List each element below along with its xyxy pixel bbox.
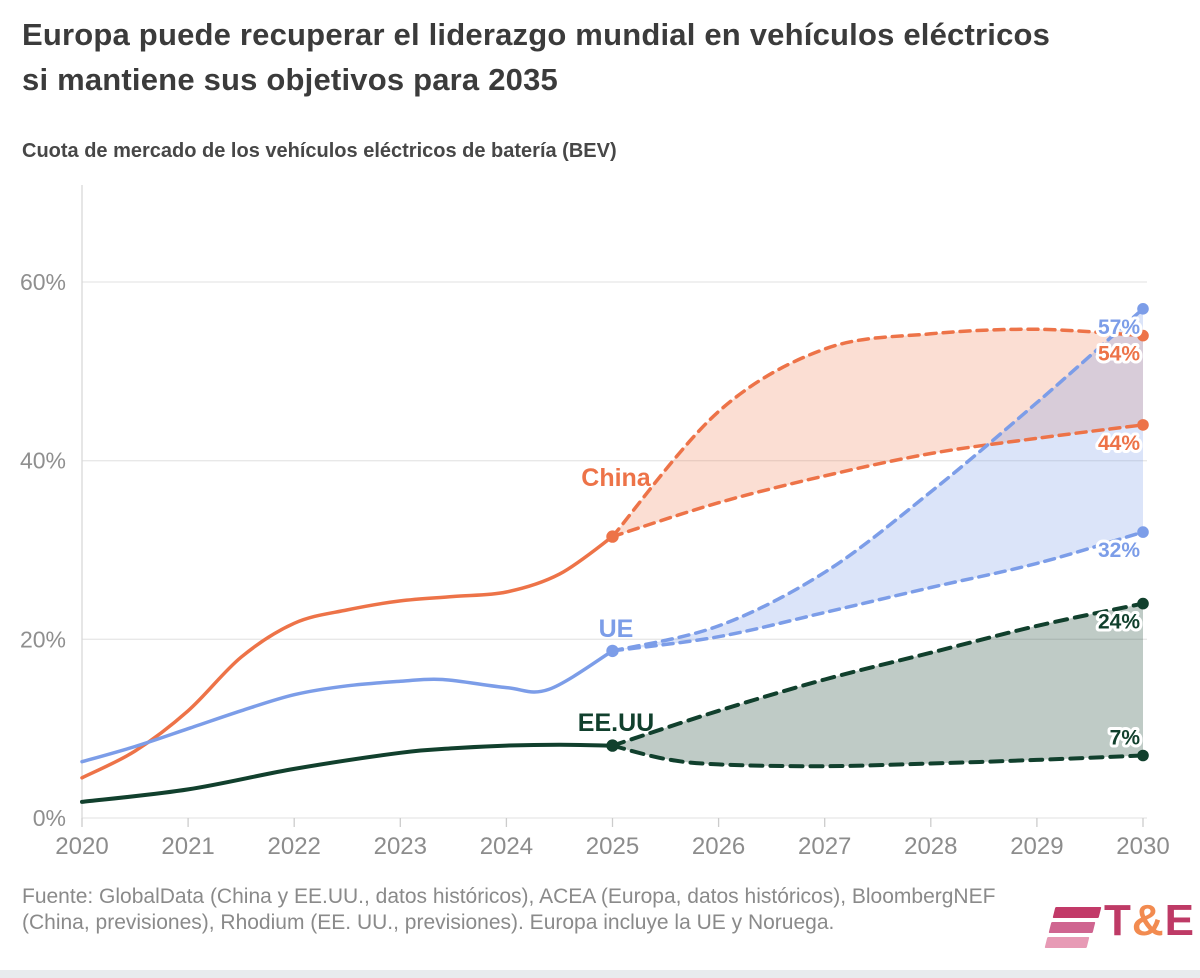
x-axis-label-2020: 2020 xyxy=(55,833,108,860)
ue-forecast-band xyxy=(612,308,1143,651)
x-axis-label-2030: 2030 xyxy=(1116,833,1169,860)
china-forecast-band xyxy=(612,329,1143,537)
bev-market-share-chart: 0%20%40%60%2020 2021 2022 2023 2024 2025 2026 2… xyxy=(20,185,1170,860)
y-axis-label-40%: 40% xyxy=(20,448,66,474)
eeuu-historical-line xyxy=(80,742,615,804)
end-label-7%: 7% xyxy=(1110,727,1141,750)
series-label-china: China xyxy=(581,464,652,492)
china-2030-dot-54% xyxy=(1137,329,1149,342)
x-axis-label-2029: 2029 xyxy=(1010,833,1063,860)
x-axis-label-2026: 2026 xyxy=(692,833,745,860)
china-forecast-upper xyxy=(610,327,1145,539)
y-axis-label-0%: 0% xyxy=(33,805,66,831)
end-label-57%: 57% xyxy=(1098,316,1140,339)
series-label-ue: UE xyxy=(599,615,634,643)
eeuu-2030-dot-7% xyxy=(1137,749,1149,762)
x-axis-label-2024: 2024 xyxy=(480,833,533,860)
page-title: Europa puede recuperar el liderazgo mund… xyxy=(22,17,1051,97)
eeuu-2030-dot-24% xyxy=(1137,597,1149,610)
ue-2025-dot xyxy=(606,644,619,658)
ue-forecast-upper xyxy=(610,307,1145,653)
gridlines: 0% 20% 40% 60% xyxy=(20,269,1147,831)
x-axis-label-2022: 2022 xyxy=(268,833,321,860)
logo-letter-e: E xyxy=(1164,896,1196,945)
x-axis-label-2028: 2028 xyxy=(904,833,957,860)
te-logo-stripes-icon xyxy=(1044,907,1102,951)
y-axis-label-60%: 60% xyxy=(20,269,66,295)
end-label-44%: 44% xyxy=(1098,432,1140,455)
ue-historical-line xyxy=(80,649,615,764)
eeuu-forecast-upper xyxy=(610,601,1145,748)
logo-ampersand: & xyxy=(1131,896,1165,945)
china-2025-dot xyxy=(606,530,619,543)
x-axis-label-2023: 2023 xyxy=(374,833,427,860)
x-axis-label-2027: 2027 xyxy=(798,833,851,860)
bottom-divider xyxy=(0,970,1200,978)
chart-subtitle: Cuota de mercado de los vehículos eléctr… xyxy=(22,140,617,162)
ue-2030-dot-32% xyxy=(1137,526,1149,538)
end-label-24%: 24% xyxy=(1098,611,1140,634)
eeuu-forecast-band xyxy=(612,603,1143,767)
x-axis-label-2021: 2021 xyxy=(161,833,214,860)
series-label-eeuu: EE.UU xyxy=(578,709,654,737)
x-axis: 2020 2021 2022 2023 2024 2025 2026 2027 2028 2029… xyxy=(55,818,1170,860)
ue-2030-dot-57% xyxy=(1137,303,1149,315)
te-logo: T&E xyxy=(1044,893,1194,953)
logo-letter-t: T xyxy=(1104,896,1132,945)
eeuu-2025-dot xyxy=(606,739,619,752)
eeuu-forecast-lower xyxy=(610,743,1145,769)
y-axis-label-20%: 20% xyxy=(20,626,66,652)
end-label-32%: 32% xyxy=(1098,539,1140,562)
end-label-54%: 54% xyxy=(1098,343,1140,366)
ue-forecast-lower xyxy=(610,530,1145,653)
china-2030-dot-44% xyxy=(1137,419,1149,431)
source-note: Fuente: GlobalData (China y EE.UU., dato… xyxy=(22,885,996,934)
china-historical-line xyxy=(80,534,615,780)
x-axis-label-2025: 2025 xyxy=(586,833,639,860)
china-forecast-lower xyxy=(610,423,1145,539)
te-logo-text: T&E xyxy=(1104,893,1195,949)
